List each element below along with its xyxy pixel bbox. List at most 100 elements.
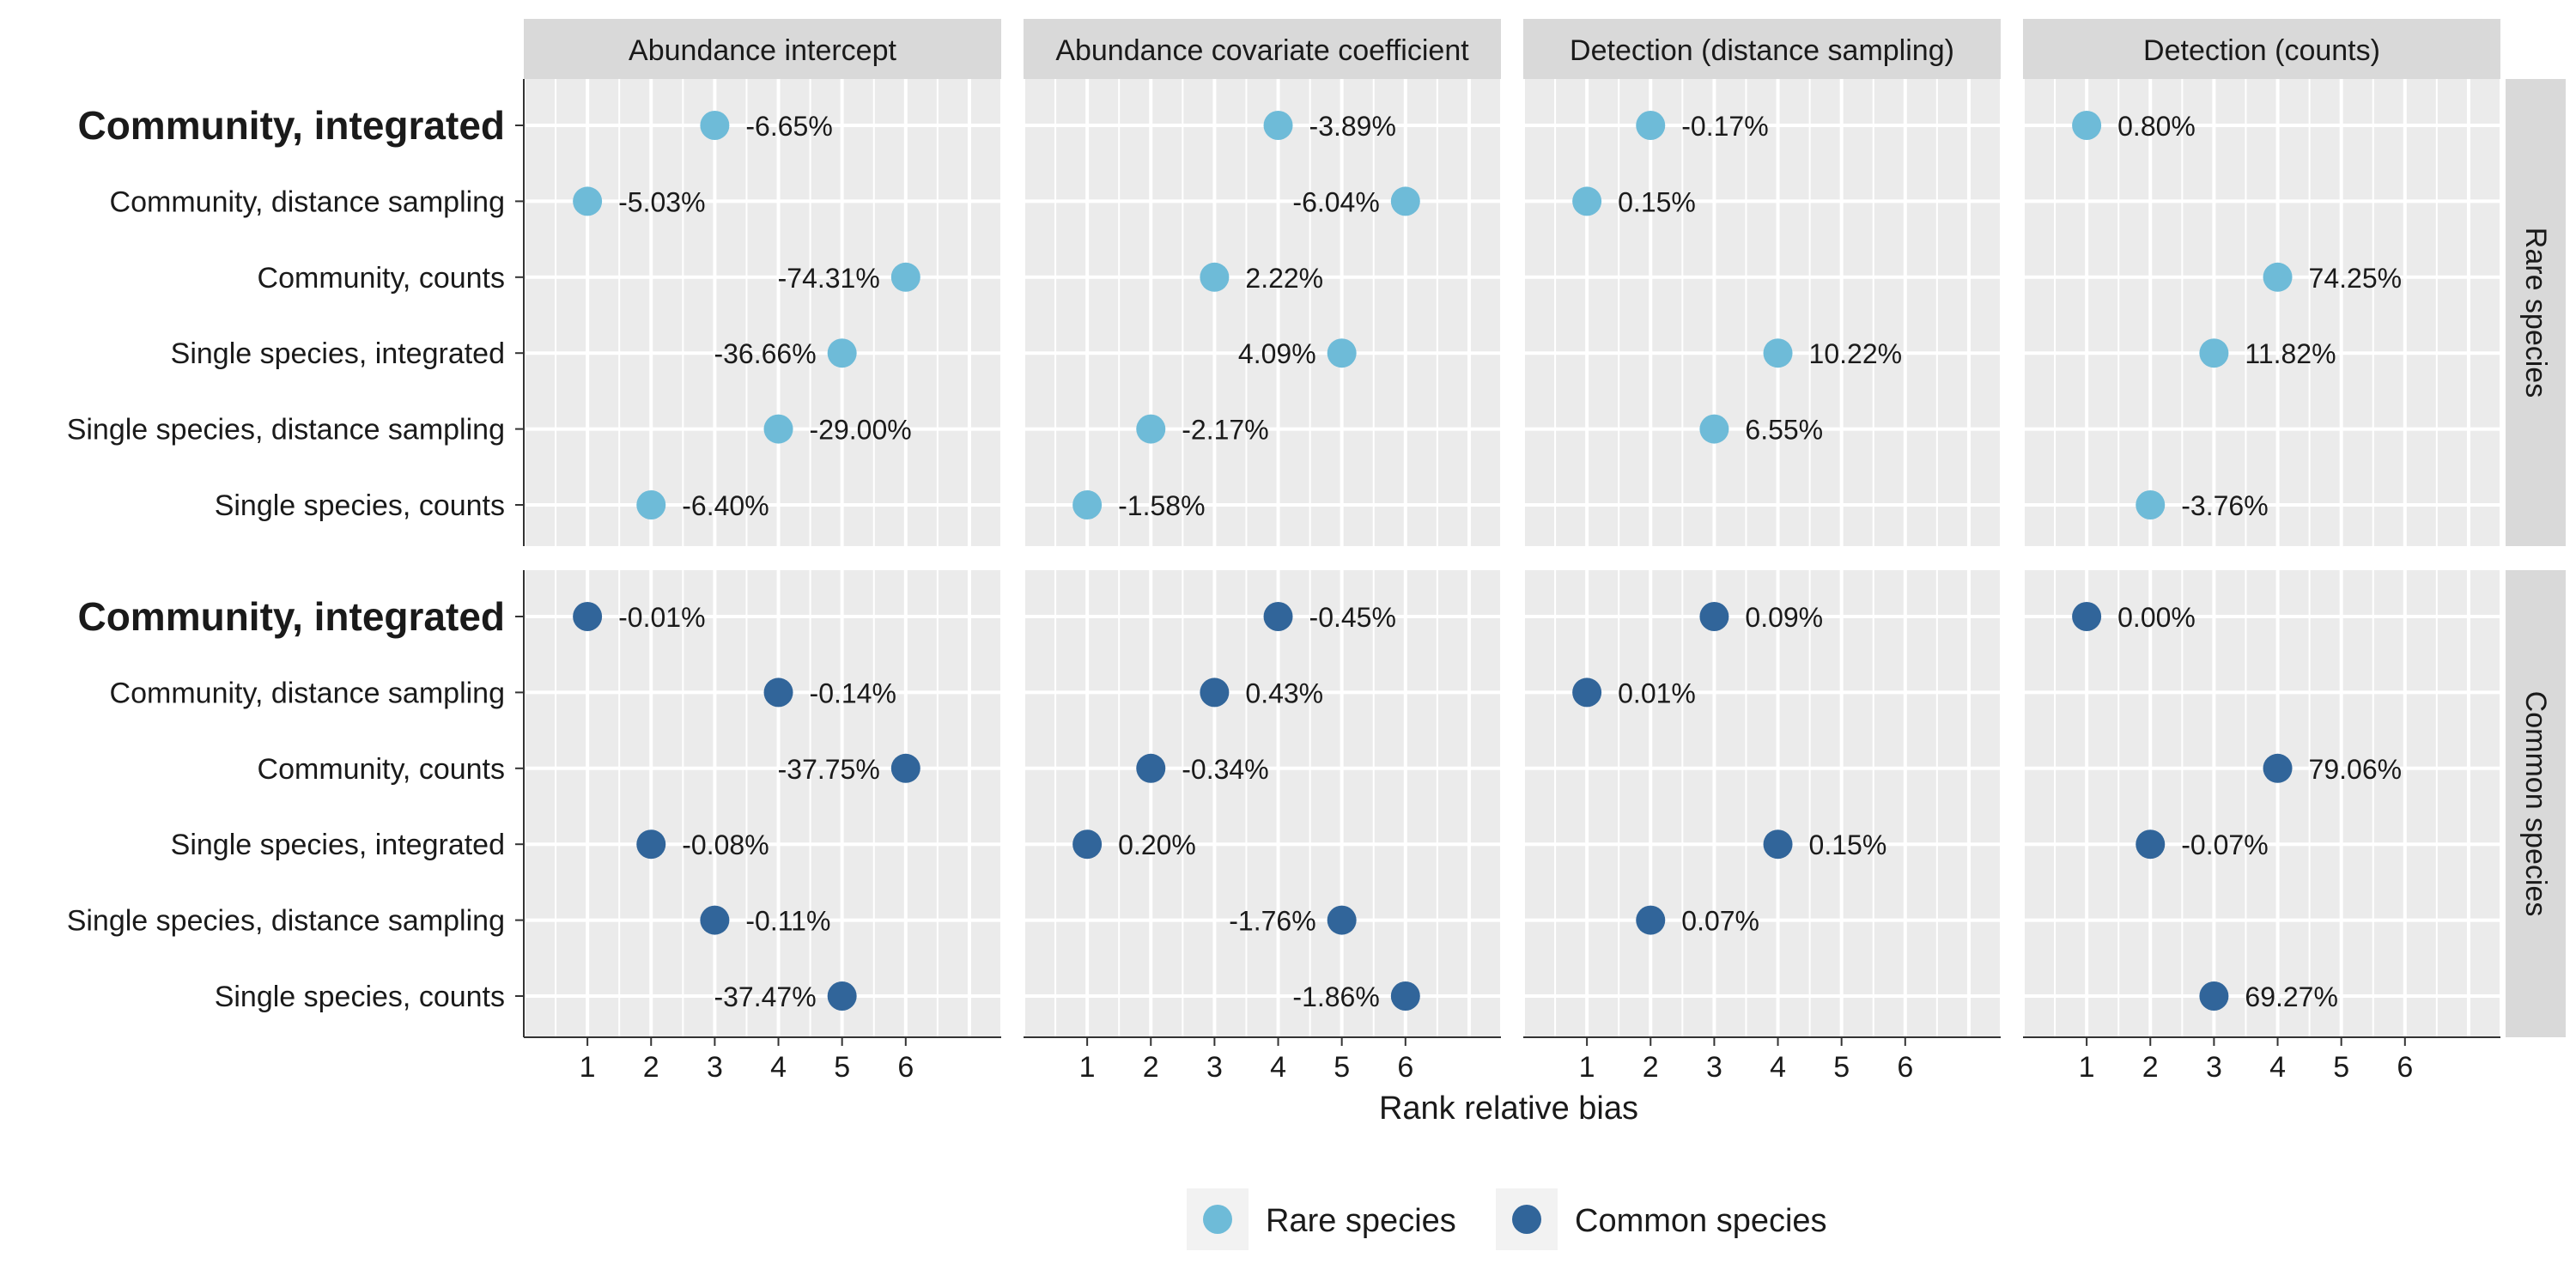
data-label: -6.65% — [745, 111, 832, 142]
strip-abundance-intercept — [524, 19, 1001, 79]
data-label: -6.04% — [1292, 186, 1379, 217]
y-label-community-distance-sampling: Community, distance sampling — [110, 185, 505, 218]
data-label: -29.00% — [810, 415, 912, 446]
data-point — [2263, 753, 2293, 783]
strip-label-abundance-intercept: Abundance intercept — [629, 34, 896, 67]
data-point — [1699, 414, 1729, 444]
panel-background — [524, 570, 1001, 1037]
legend-label-rare-species: Rare species — [1266, 1203, 1456, 1239]
x-tick-label: 4 — [770, 1051, 787, 1084]
x-tick-label: 6 — [1897, 1051, 1913, 1084]
data-point — [763, 414, 793, 444]
data-label: -1.86% — [1292, 981, 1379, 1012]
y-label-single-species-integrated: Single species, integrated — [171, 829, 505, 861]
x-tick-label: 2 — [643, 1051, 659, 1084]
data-label: -5.03% — [618, 186, 705, 217]
x-tick-label: 3 — [1206, 1051, 1223, 1084]
panel-background — [2023, 570, 2500, 1037]
panel-background — [1523, 79, 2001, 546]
panel-background — [1523, 570, 2001, 1037]
data-label: -0.08% — [682, 829, 769, 860]
data-point — [1072, 490, 1103, 519]
x-tick-label: 2 — [1143, 1051, 1159, 1084]
data-label: -0.17% — [1681, 111, 1768, 142]
data-point — [1263, 602, 1293, 631]
data-point — [700, 111, 730, 140]
x-tick-label: 4 — [1770, 1051, 1786, 1084]
data-label: 0.15% — [1809, 829, 1887, 860]
x-tick-label: 5 — [834, 1051, 850, 1084]
data-label: 74.25% — [2309, 263, 2403, 294]
x-tick-label: 1 — [2079, 1051, 2095, 1084]
y-label-community-counts: Community, counts — [258, 753, 505, 786]
strip-label-detection-distance-sampling: Detection (distance sampling) — [1570, 34, 1954, 67]
data-point — [1699, 602, 1729, 631]
data-label: 0.20% — [1118, 829, 1196, 860]
x-tick-label: 4 — [2269, 1051, 2286, 1084]
data-label: -3.89% — [1309, 111, 1396, 142]
strip-abundance-covariate-coefficient — [1024, 19, 1501, 79]
legend-label-common-species: Common species — [1575, 1203, 1827, 1239]
panel-background — [2023, 79, 2500, 546]
y-label-single-species-distance-sampling: Single species, distance sampling — [67, 414, 505, 447]
data-point — [2136, 490, 2166, 519]
data-point — [763, 677, 793, 708]
y-axis-labels: Community, integrated Community, distance… — [67, 103, 524, 1013]
data-label: -36.66% — [714, 338, 816, 369]
x-tick-label: 3 — [1706, 1051, 1722, 1084]
data-point — [1200, 677, 1230, 708]
y-label-community-integrated: Community, integrated — [77, 594, 505, 639]
data-label: -0.34% — [1182, 754, 1268, 785]
x-tick-label: 1 — [580, 1051, 596, 1084]
data-point — [573, 602, 603, 631]
legend-swatch-common-species — [1512, 1205, 1541, 1234]
data-label: 79.06% — [2309, 754, 2403, 785]
x-tick-label: 4 — [1270, 1051, 1286, 1084]
y-label-single-species-counts: Single species, counts — [215, 489, 505, 522]
data-point — [1136, 753, 1166, 783]
y-label-community-integrated: Community, integrated — [77, 103, 505, 148]
data-label: -74.31% — [778, 263, 880, 294]
x-tick-label: 5 — [2333, 1051, 2349, 1084]
data-point — [2263, 262, 2293, 292]
x-axes: 1 2 3 4 5 6 1 2 3 4 5 6 1 2 3 4 5 6 1 2 3 4 5 6 — [524, 1036, 2500, 1084]
data-point — [1136, 414, 1166, 444]
row-strip-rare-species — [2506, 79, 2566, 546]
data-label: -0.07% — [2181, 829, 2268, 860]
data-point — [1636, 111, 1666, 140]
y-label-single-species-counts: Single species, counts — [215, 981, 505, 1013]
data-point — [1200, 262, 1230, 292]
x-tick-label: 6 — [897, 1051, 914, 1084]
data-point — [890, 262, 920, 292]
x-tick-label: 3 — [2206, 1051, 2222, 1084]
data-point — [2136, 829, 2166, 860]
x-tick-label: 1 — [1579, 1051, 1595, 1084]
row-strip-label-rare-species: Rare species — [2519, 228, 2552, 398]
data-label: 4.09% — [1238, 338, 1316, 369]
strip-label-abundance-covariate-coefficient: Abundance covariate coefficient — [1055, 34, 1469, 67]
data-label: 0.09% — [1745, 602, 1823, 633]
data-point — [1572, 677, 1602, 708]
data-label: 6.55% — [1745, 415, 1823, 446]
data-label: 0.80% — [2117, 111, 2196, 142]
y-label-single-species-integrated: Single species, integrated — [171, 337, 505, 370]
data-point — [2072, 602, 2102, 631]
data-point — [573, 186, 603, 216]
data-label: 0.07% — [1681, 906, 1759, 937]
data-label: -37.75% — [778, 754, 880, 785]
data-label: 69.27% — [2245, 981, 2338, 1012]
x-tick-label: 1 — [1079, 1051, 1096, 1084]
y-label-community-distance-sampling: Community, distance sampling — [110, 677, 505, 709]
data-label: -3.76% — [2181, 490, 2268, 521]
data-point — [1572, 186, 1602, 216]
x-tick-label: 6 — [2397, 1051, 2413, 1084]
data-label: 10.22% — [1809, 338, 1903, 369]
data-label: -1.76% — [1229, 906, 1315, 937]
x-tick-label: 5 — [1334, 1051, 1350, 1084]
data-label: -0.01% — [618, 602, 705, 633]
data-label: -0.11% — [745, 906, 830, 937]
y-label-community-counts: Community, counts — [258, 262, 505, 295]
data-label: -0.45% — [1309, 602, 1396, 633]
x-tick-label: 3 — [707, 1051, 723, 1084]
